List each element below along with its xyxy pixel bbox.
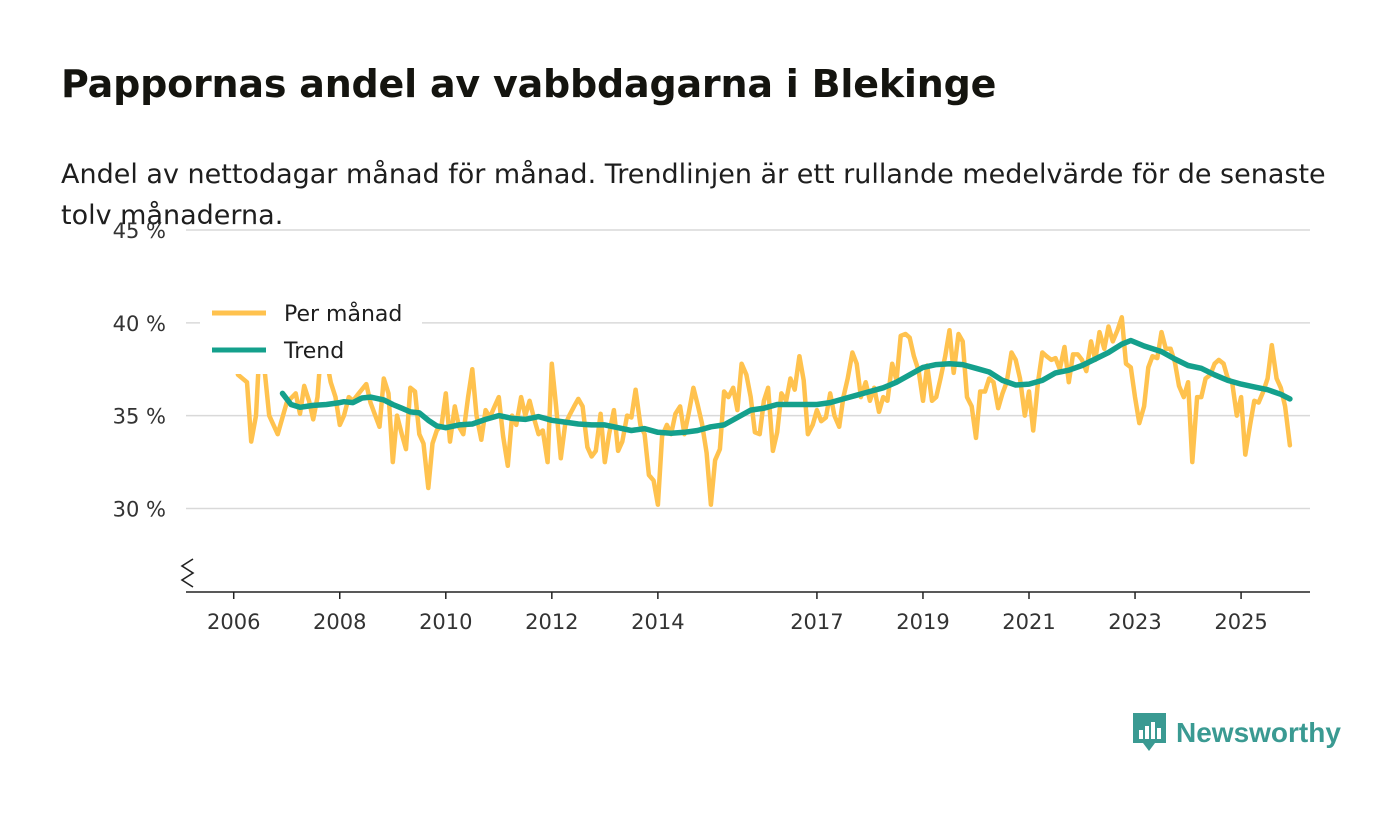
series-line-per-manad bbox=[231, 315, 1293, 507]
legend-label-per-manad: Per månad bbox=[284, 301, 402, 327]
x-tick-label: 2014 bbox=[631, 610, 684, 634]
x-tick-label: 2006 bbox=[207, 610, 260, 634]
x-tick-label: 2012 bbox=[525, 610, 578, 634]
x-tick-label: 2023 bbox=[1108, 610, 1161, 634]
x-axis-ticks: 2006 2008 2010 2012 2014 2017 2019 2021 2023 2025 bbox=[207, 592, 1268, 634]
x-tick-label: 2008 bbox=[313, 610, 366, 634]
x-tick-label: 2021 bbox=[1002, 610, 1055, 634]
newsworthy-logo-icon bbox=[1133, 713, 1166, 751]
axis-break-icon bbox=[180, 558, 195, 588]
brand-name: Newsworthy bbox=[1176, 717, 1341, 748]
x-tick-label: 2017 bbox=[790, 610, 843, 634]
x-tick-label: 2010 bbox=[419, 610, 472, 634]
chart-title: Pappornas andel av vabbdagarna i Bleking… bbox=[61, 62, 997, 106]
x-axis bbox=[180, 558, 1310, 593]
legend: Per månad Trend bbox=[200, 290, 422, 374]
y-axis-ticks: 30 % 35 % 40 % 45 % bbox=[113, 219, 166, 521]
x-tick-label: 2025 bbox=[1214, 610, 1267, 634]
x-tick-label: 2019 bbox=[896, 610, 949, 634]
legend-background bbox=[200, 290, 422, 374]
y-tick-label: 40 % bbox=[113, 312, 166, 336]
series-lines bbox=[231, 315, 1293, 507]
legend-label-trend: Trend bbox=[283, 339, 344, 364]
brand-logo: Newsworthy bbox=[1133, 712, 1341, 754]
y-tick-label: 30 % bbox=[113, 497, 166, 521]
y-tick-label: 35 % bbox=[113, 405, 166, 429]
chart-subtitle: Andel av nettodagar månad för månad. Tre… bbox=[61, 159, 1326, 231]
series-line-trend bbox=[279, 337, 1293, 437]
y-tick-label: 45 % bbox=[113, 219, 166, 243]
